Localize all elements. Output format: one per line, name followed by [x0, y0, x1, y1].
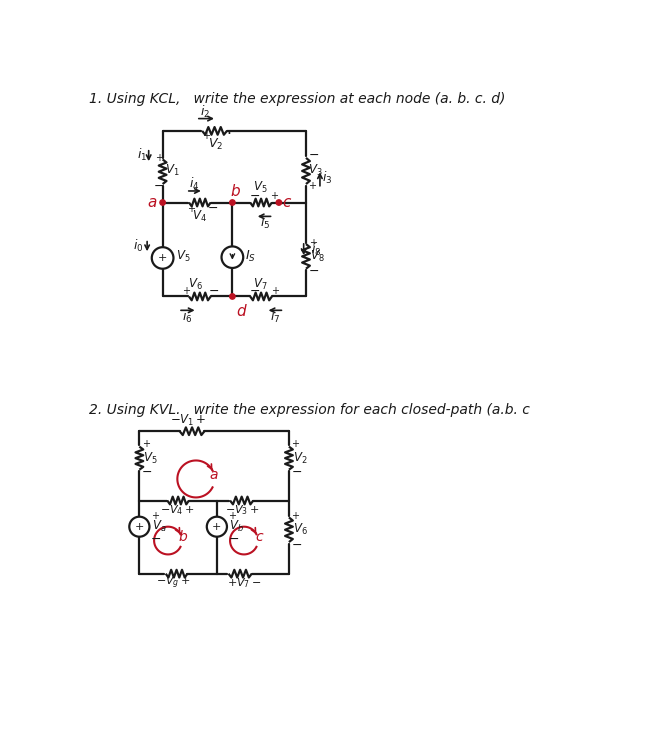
Circle shape — [160, 200, 165, 205]
Text: $i_0$: $i_0$ — [133, 238, 144, 255]
Text: c: c — [255, 531, 263, 545]
Text: −: − — [250, 190, 260, 203]
Text: −: − — [153, 180, 164, 193]
Text: −: − — [250, 285, 260, 297]
Text: $i_7$: $i_7$ — [270, 309, 281, 325]
Text: b: b — [179, 531, 188, 545]
Text: −: − — [309, 264, 320, 277]
Text: $V_8$: $V_8$ — [310, 249, 324, 264]
Text: $V_1$: $V_1$ — [165, 163, 179, 179]
Text: +: + — [151, 511, 159, 521]
Text: +: + — [187, 204, 196, 214]
Text: +: + — [308, 182, 317, 191]
Text: +: + — [229, 511, 237, 521]
Text: −: − — [209, 285, 220, 297]
Text: −: − — [142, 466, 152, 478]
Text: +: + — [202, 131, 210, 141]
Text: $i_5$: $i_5$ — [259, 215, 270, 230]
Text: $- V_1 +$: $- V_1 +$ — [170, 413, 207, 428]
Text: $V_b$: $V_b$ — [229, 519, 244, 534]
Text: $V_6$: $V_6$ — [293, 523, 307, 537]
Text: $V_4$: $V_4$ — [192, 209, 207, 224]
Text: $- V_3 +$: $- V_3 +$ — [226, 503, 260, 517]
Text: $i_3$: $i_3$ — [322, 170, 333, 186]
Text: $V_5$: $V_5$ — [176, 249, 190, 264]
Text: +: + — [270, 191, 278, 201]
Text: $- V_g +$: $- V_g +$ — [155, 575, 190, 591]
Text: $- V_4 +$: $- V_4 +$ — [161, 503, 195, 517]
Text: $i_1$: $i_1$ — [137, 147, 148, 163]
Text: $V_a$: $V_a$ — [152, 519, 166, 534]
Text: +: + — [291, 439, 299, 449]
Text: $V_2$: $V_2$ — [207, 137, 223, 151]
Text: 1. Using KCL,   write the expression at each node (a. b. c. d): 1. Using KCL, write the expression at ea… — [89, 92, 506, 106]
Text: +: + — [142, 439, 150, 449]
Text: +: + — [155, 153, 163, 163]
Text: +: + — [182, 286, 190, 296]
Text: +: + — [135, 522, 144, 531]
Text: $I_S$: $I_S$ — [245, 249, 255, 264]
Text: −: − — [308, 149, 319, 162]
Text: −: − — [291, 466, 302, 478]
Text: a: a — [209, 468, 218, 482]
Text: c: c — [283, 195, 291, 210]
Text: +: + — [212, 522, 222, 531]
Text: $+ V_7 -$: $+ V_7 -$ — [227, 576, 261, 590]
Text: b: b — [231, 184, 240, 199]
Text: $i_2$: $i_2$ — [200, 103, 210, 120]
Text: ·: · — [226, 127, 231, 142]
Text: +: + — [309, 238, 317, 247]
Text: $i_4$: $i_4$ — [189, 176, 200, 192]
Text: $V_5$: $V_5$ — [143, 451, 158, 466]
Circle shape — [276, 200, 281, 205]
Text: 2. Using KVL.   write the expression for each closed-path (a.b. c: 2. Using KVL. write the expression for e… — [89, 404, 530, 418]
Text: −: − — [291, 539, 302, 552]
Text: $i_6$: $i_6$ — [182, 309, 192, 325]
Text: d: d — [236, 304, 246, 320]
Text: $V_3$: $V_3$ — [308, 163, 323, 179]
Text: −: − — [207, 202, 218, 215]
Text: $V_6$: $V_6$ — [188, 277, 203, 292]
Text: −: − — [151, 533, 161, 545]
Text: −: − — [229, 533, 239, 545]
Circle shape — [229, 200, 235, 205]
Text: $V_5$: $V_5$ — [254, 180, 268, 196]
Text: $V_2$: $V_2$ — [293, 451, 307, 466]
Text: +: + — [271, 286, 279, 296]
Text: +: + — [158, 253, 167, 263]
Circle shape — [229, 294, 235, 299]
Text: $V_7$: $V_7$ — [254, 277, 268, 292]
Text: $i_8$: $i_8$ — [311, 242, 321, 258]
Text: +: + — [291, 511, 299, 521]
Text: a: a — [147, 195, 157, 210]
